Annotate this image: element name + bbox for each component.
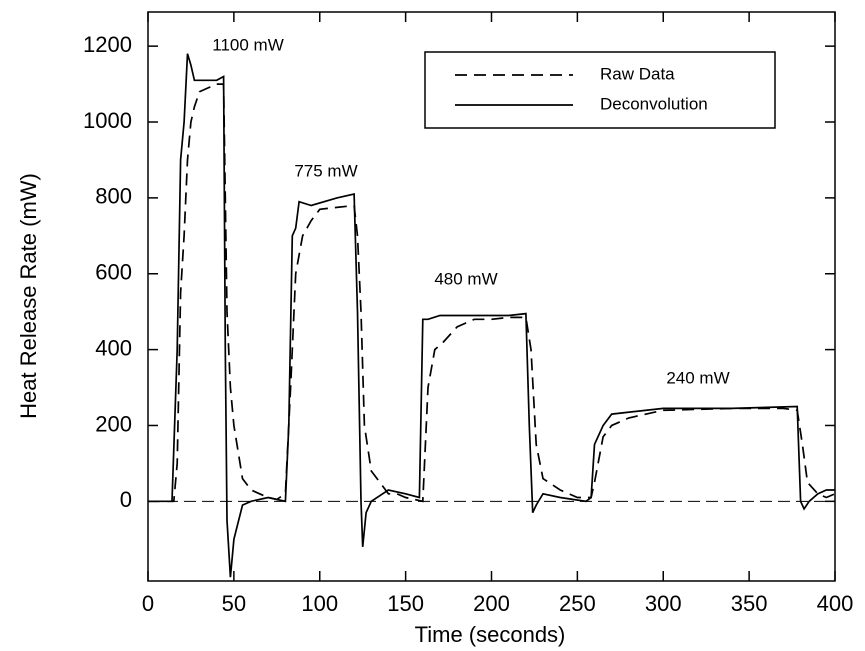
y-axis-title: Heat Release Rate (mW) bbox=[16, 173, 41, 419]
x-axis-title: Time (seconds) bbox=[415, 622, 566, 647]
x-tick-label: 300 bbox=[645, 591, 682, 616]
y-tick-label: 200 bbox=[95, 411, 132, 436]
series-line bbox=[148, 53, 835, 578]
x-tick-label: 100 bbox=[301, 591, 338, 616]
y-tick-label: 1000 bbox=[83, 108, 132, 133]
y-tick-label: 600 bbox=[95, 260, 132, 285]
legend-label: Raw Data bbox=[600, 64, 675, 83]
x-tick-label: 0 bbox=[142, 591, 154, 616]
y-tick-label: 800 bbox=[95, 184, 132, 209]
legend-label: Deconvolution bbox=[600, 94, 708, 113]
legend-box bbox=[424, 51, 776, 129]
x-tick-label: 350 bbox=[731, 591, 768, 616]
annotation: 1100 mW bbox=[212, 35, 284, 54]
x-tick-label: 50 bbox=[222, 591, 246, 616]
x-tick-label: 200 bbox=[473, 591, 510, 616]
x-tick-label: 250 bbox=[559, 591, 596, 616]
annotation: 240 mW bbox=[666, 368, 729, 387]
x-tick-label: 150 bbox=[387, 591, 424, 616]
y-tick-label: 1200 bbox=[83, 32, 132, 57]
y-tick-label: 400 bbox=[95, 335, 132, 360]
y-tick-label: 0 bbox=[120, 487, 132, 512]
annotation: 480 mW bbox=[434, 269, 497, 288]
series-line bbox=[148, 83, 836, 503]
x-tick-label: 400 bbox=[817, 591, 854, 616]
annotation: 775 mW bbox=[294, 161, 357, 180]
